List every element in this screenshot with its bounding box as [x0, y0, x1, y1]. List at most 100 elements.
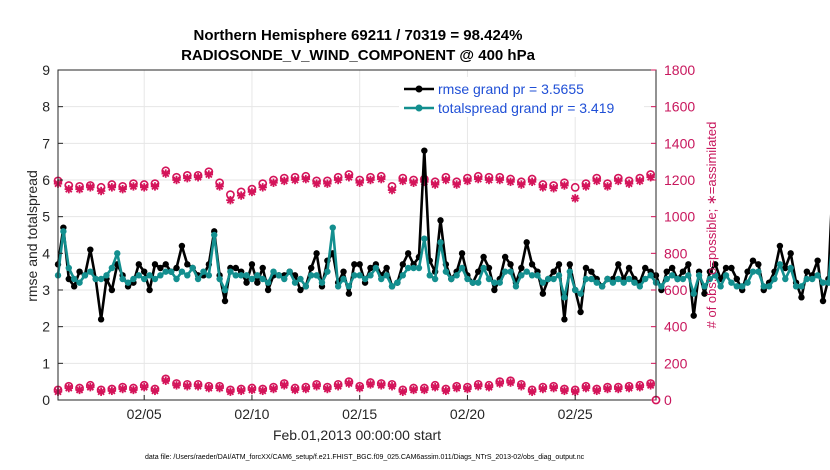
obs-assimilated-lower-23-stroke-3	[302, 385, 310, 393]
footer-data-file: data file: /Users/raeder/DAI/ATM_forcXX/…	[145, 454, 585, 461]
series-1-point-117	[685, 272, 692, 279]
series-1-point-77	[469, 279, 477, 286]
obs-assimilated-lower-11-stroke-3	[172, 381, 181, 389]
series-1-point-37	[254, 272, 261, 279]
y-tick-label-6: 6	[42, 172, 50, 188]
series-0-point-106	[625, 264, 633, 272]
series-1-point-67	[415, 264, 423, 272]
series-1-point-95	[566, 268, 574, 275]
series-1-point-41	[275, 272, 283, 279]
obs-assimilated-upper-26-stroke-3	[334, 176, 342, 184]
obs-assimilated-upper-22-stroke-3	[291, 176, 299, 184]
series-1-point-58	[367, 272, 374, 279]
obs-assimilated-upper-33	[409, 178, 418, 187]
obs-assimilated-lower-14-stroke-3	[205, 384, 213, 392]
series-0-point-93	[555, 261, 563, 268]
obs-assimilated-upper-19	[258, 183, 267, 192]
series-1-point-141	[814, 272, 821, 279]
legend: rmse grand pr = 3.5655 totalspread grand…	[399, 77, 644, 117]
obs-assimilated-lower-6	[118, 384, 127, 394]
obs-assimilated-lower-41-stroke-3	[496, 379, 504, 388]
series-1-point-132	[765, 283, 773, 290]
series-1-point-107	[631, 279, 638, 286]
series-1-point-130	[755, 268, 762, 275]
obs-assimilated-upper-53-stroke-3	[625, 180, 633, 188]
obs-assimilated-upper-14	[204, 170, 214, 179]
series-0-point-97	[577, 308, 584, 316]
series-1-point-62	[388, 283, 396, 290]
series-1-point-23	[178, 268, 186, 275]
legend-box	[399, 77, 644, 117]
y-tick-label-0: 0	[42, 392, 50, 408]
series-1-point-39	[264, 279, 272, 286]
plot-frame	[57, 69, 657, 401]
series-1-point-64	[399, 272, 406, 279]
series-1-point-50	[324, 268, 331, 275]
obs-assimilated-upper-27-stroke-3	[345, 173, 353, 181]
series-0-point-138	[798, 294, 805, 301]
series-0-point-48	[313, 250, 320, 257]
series-1-point-27	[200, 268, 207, 275]
obs-assimilated-lower-45	[538, 384, 548, 394]
series-0-point-54	[345, 290, 353, 297]
series-1-point-127	[738, 283, 746, 290]
series-1-point-93	[555, 272, 563, 279]
series-0-point-126	[733, 275, 741, 283]
obs-assimilated-lower-14	[204, 383, 214, 393]
obs-assimilated-upper-46-stroke-3	[549, 184, 558, 192]
obs-assimilated-lower-21-stroke-3	[280, 381, 288, 389]
series-0-point-55	[351, 261, 358, 268]
obs-assimilated-lower-25	[323, 384, 332, 394]
series-1-point-112	[658, 283, 665, 290]
obs-assimilated-lower-28-stroke-3	[356, 384, 364, 392]
series-0-point-99	[588, 268, 595, 275]
obs-assimilated-upper-15	[215, 182, 224, 191]
series-0-point-142	[819, 297, 827, 305]
series-1-point-82	[496, 279, 503, 286]
obs-assimilated-upper-23-stroke-3	[302, 175, 310, 183]
series-1-point-44	[291, 279, 299, 286]
series-0-point-16	[140, 268, 148, 275]
obs-assimilated-lower-30-stroke-3	[377, 381, 385, 389]
obs-assimilated-lower-35-stroke-3	[431, 383, 439, 391]
obs-assimilated-lower-50-stroke-3	[593, 387, 601, 395]
series-1-point-123	[717, 283, 724, 290]
series-1-point-79	[480, 264, 487, 272]
obs-assimilated-upper-30-stroke-3	[377, 175, 385, 183]
obs-assimilated-lower-53-stroke-3	[625, 384, 633, 392]
obs-assimilated-lower-13	[193, 382, 203, 391]
series-0-point-104	[615, 261, 622, 268]
series-1-point-17	[146, 272, 153, 279]
series-0-point-17	[146, 286, 153, 294]
obs-assimilated-lower-45-stroke-3	[539, 385, 547, 393]
series-0-point-78	[475, 268, 482, 275]
series-1-point-24	[184, 272, 191, 279]
series-1-point-73	[448, 275, 455, 283]
obs-assimilated-upper-48-stroke-3	[571, 194, 579, 202]
series-1-point-22	[173, 275, 180, 283]
series-1-point-59	[372, 264, 380, 272]
series-0-point-88	[528, 261, 536, 268]
series-0-point-87	[523, 239, 530, 246]
obs-assimilated-lower-18	[247, 385, 257, 395]
obs-assimilated-upper-2-stroke-3	[75, 185, 84, 193]
series-0-point-122	[712, 261, 719, 268]
series-1-point-48	[313, 272, 320, 279]
series-0-point-129	[749, 257, 757, 264]
y-tick-label-4: 4	[42, 245, 50, 261]
series-0-point-53	[340, 268, 347, 275]
obs-assimilated-lower-47	[560, 386, 569, 396]
series-1-point-96	[571, 286, 579, 294]
series-1-point-118	[690, 290, 697, 297]
series-0-point-56	[356, 261, 363, 268]
series-1-point-70	[431, 275, 439, 283]
obs-assimilated-lower-25-stroke-3	[323, 385, 332, 393]
legend-rmse-label: rmse grand pr = 3.5655	[438, 81, 584, 97]
series-1-point-104	[615, 275, 622, 283]
obs-assimilated-upper-17	[236, 191, 246, 200]
y2-tick-label-8: 1600	[664, 99, 695, 115]
series-1-point-72	[442, 268, 450, 275]
obs-assimilated-lower-39-stroke-3	[474, 382, 482, 390]
series-1-point-133	[771, 275, 778, 283]
obs-assimilated-upper-51	[603, 182, 612, 191]
